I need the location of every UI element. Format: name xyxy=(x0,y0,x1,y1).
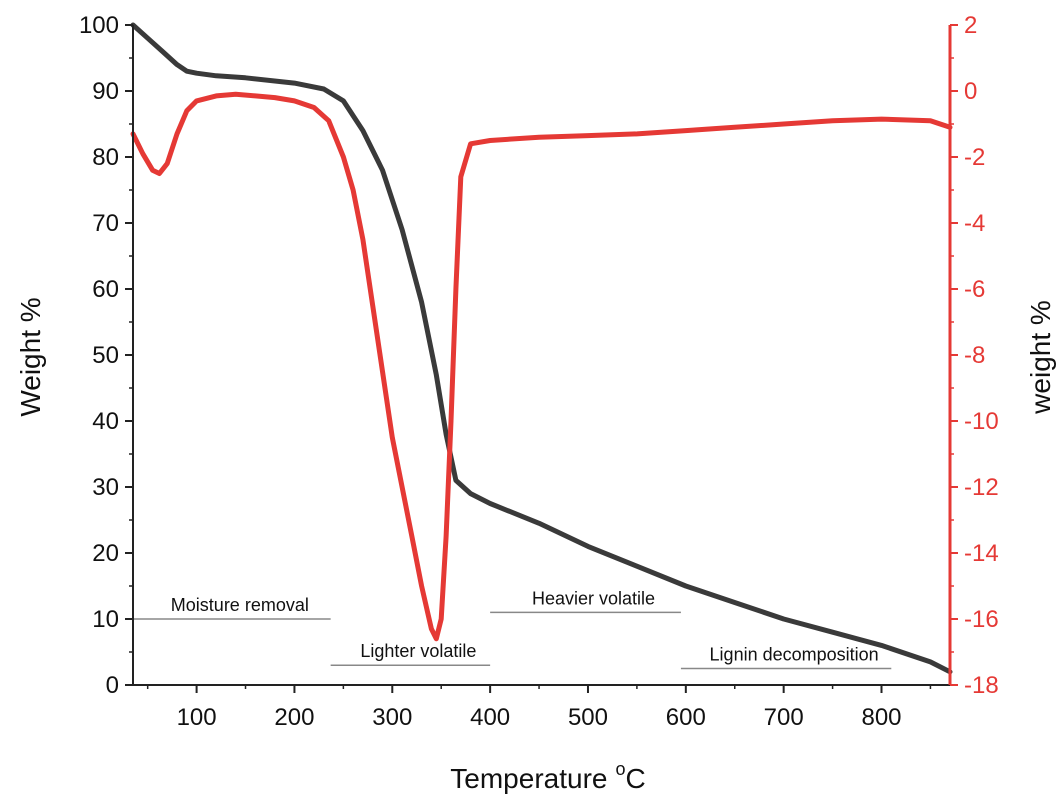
annotation-layer: Moisture removal Lighter volatile Heavier … xyxy=(133,588,892,670)
y-tick-label: 10 xyxy=(92,606,119,633)
y-tick-label: 40 xyxy=(92,408,119,435)
y-tick-label: 70 xyxy=(92,210,119,237)
y2-tick-label: -2 xyxy=(964,144,985,171)
annotation-label: Lighter volatile xyxy=(360,641,476,661)
y2-tick-label: -12 xyxy=(964,474,999,501)
y2-tick-label: -4 xyxy=(964,210,985,237)
y2-tick-label: -16 xyxy=(964,606,999,633)
y2-tick-label: -6 xyxy=(964,276,985,303)
y2-tick-label: 0 xyxy=(964,78,977,105)
y-tick-label: 30 xyxy=(92,474,119,501)
y2-tick-label: -14 xyxy=(964,540,999,567)
y-tick-label: 60 xyxy=(92,276,119,303)
annotation-label: Moisture removal xyxy=(171,595,309,615)
x-tick-label: 400 xyxy=(470,704,510,731)
x-axis-title-main: Temperature xyxy=(450,763,607,794)
x-tick-label: 300 xyxy=(372,704,412,731)
x-tick-label: 100 xyxy=(177,704,217,731)
x-axis-title-superscript: o xyxy=(615,759,625,779)
tg-series-line xyxy=(130,22,953,675)
y-tick-label: 90 xyxy=(92,78,119,105)
y-tick-label: 0 xyxy=(106,672,119,699)
y2-tick-label: -8 xyxy=(964,342,985,369)
x-axis-title: Temperature oC xyxy=(450,759,645,794)
y-tick-label: 20 xyxy=(92,540,119,567)
y-tick-label: 80 xyxy=(92,144,119,171)
axis-layer: 0102030405060708090100-18-16-14-12-10-8-… xyxy=(79,12,999,731)
x-tick-label: 500 xyxy=(568,704,608,731)
y2-axis-title: weight % xyxy=(1025,300,1056,415)
x-tick-label: 600 xyxy=(666,704,706,731)
x-tick-label: 800 xyxy=(861,704,901,731)
series-layer xyxy=(130,22,953,675)
y2-tick-label: 2 xyxy=(964,12,977,39)
y2-tick-label: -10 xyxy=(964,408,999,435)
y-axis-title: Weight % xyxy=(15,297,46,416)
y2-tick-label: -18 xyxy=(964,672,999,699)
annotation-label: Heavier volatile xyxy=(532,588,655,608)
x-tick-label: 700 xyxy=(764,704,804,731)
y-tick-label: 50 xyxy=(92,342,119,369)
x-axis-title-unit: C xyxy=(625,763,645,794)
annotation-label: Lignin decomposition xyxy=(710,645,879,665)
dtg-series-line xyxy=(130,91,953,642)
x-tick-label: 200 xyxy=(274,704,314,731)
y-tick-label: 100 xyxy=(79,12,119,39)
